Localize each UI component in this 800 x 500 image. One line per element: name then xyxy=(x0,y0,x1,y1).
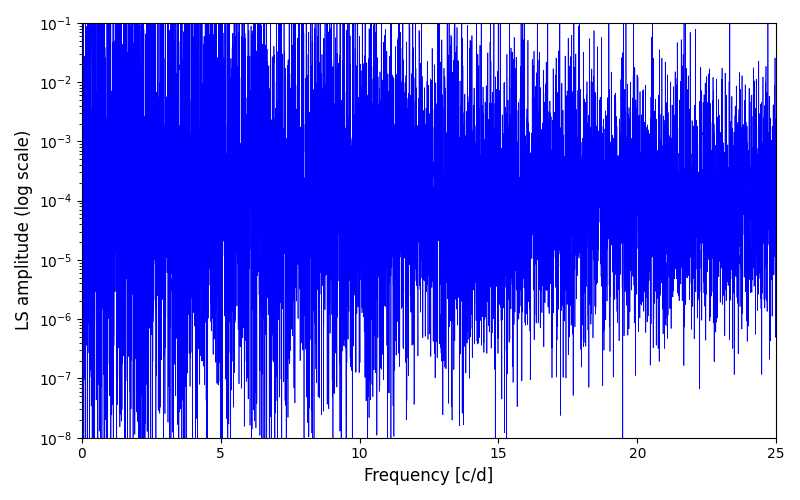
Y-axis label: LS amplitude (log scale): LS amplitude (log scale) xyxy=(15,130,33,330)
X-axis label: Frequency [c/d]: Frequency [c/d] xyxy=(364,467,494,485)
